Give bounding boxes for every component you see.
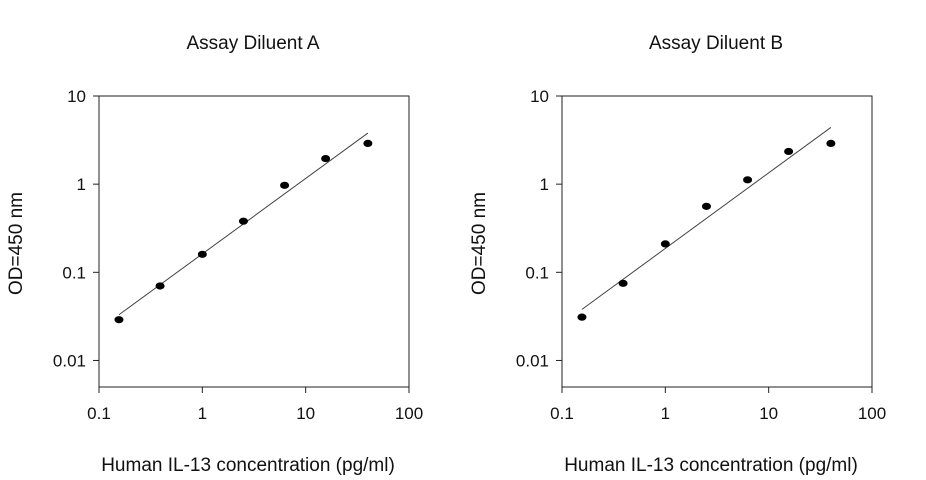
y-tick-label: 10 (530, 87, 549, 106)
data-point (363, 139, 373, 147)
x-tick-label: 100 (858, 404, 886, 423)
y-axis-label: OD=450 nm (6, 192, 27, 295)
data-point (618, 279, 628, 287)
y-tick-label: 1 (77, 175, 86, 194)
data-point (238, 217, 248, 225)
x-tick-label: 10 (759, 404, 778, 423)
chart-panel-assay-diluent-a: Assay Diluent A 0.01 0.1 1 10 0.1 1 10 100 Human … (6, 33, 423, 476)
x-tick-label: 100 (395, 404, 423, 423)
x-tick-label: 0.1 (87, 404, 111, 423)
fit-line (581, 127, 832, 310)
data-point (577, 313, 587, 321)
y-axis-label: OD=450 nm (469, 192, 490, 295)
y-tick-label: 0.1 (525, 263, 549, 282)
x-tick-label: 0.1 (550, 404, 574, 423)
data-point (155, 282, 165, 290)
x-tick-label: 1 (198, 404, 207, 423)
chart-panel-assay-diluent-b: Assay Diluent B 0.01 0.1 1 10 0.1 1 10 100 Human … (469, 33, 886, 476)
chart-title: Assay Diluent B (649, 33, 783, 54)
x-axis-label: Human IL-13 concentration (pg/ml) (564, 455, 858, 476)
x-tick-label: 10 (296, 404, 315, 423)
data-point (743, 176, 753, 184)
chart-title: Assay Diluent A (186, 33, 319, 54)
data-point (784, 147, 794, 156)
plot-frame (561, 95, 873, 388)
data-point (826, 139, 836, 147)
y-tick-label: 1 (540, 175, 549, 194)
data-point (321, 154, 331, 163)
y-tick-label: 10 (67, 87, 86, 106)
y-tick-label: 0.01 (516, 351, 549, 370)
data-point (280, 181, 290, 189)
plot-frame (98, 95, 410, 388)
data-point (114, 316, 124, 324)
data-point (197, 250, 207, 258)
data-point (701, 202, 711, 210)
data-point (660, 240, 670, 248)
x-axis-label: Human IL-13 concentration (pg/ml) (101, 455, 395, 476)
x-tick-label: 1 (661, 404, 670, 423)
y-tick-label: 0.1 (62, 263, 86, 282)
y-tick-label: 0.01 (53, 351, 86, 370)
